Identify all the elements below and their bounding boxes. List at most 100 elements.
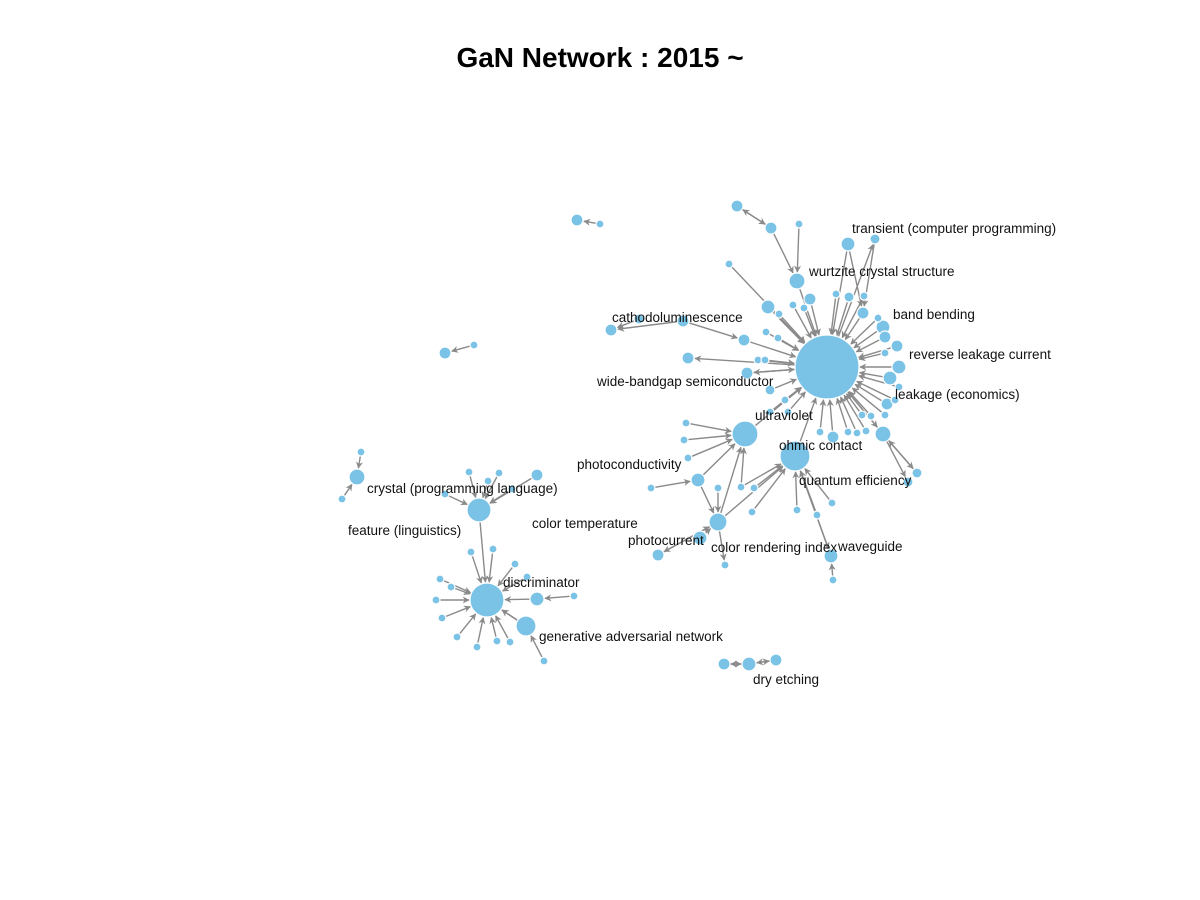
edge-a7-hub [810,304,821,336]
label-gan-network: generative adversarial network [539,629,723,644]
edge-a37-hub [856,380,892,399]
edge-u2-uv [687,432,732,441]
edge-uv-hub [754,387,802,427]
node-a16 [873,313,883,323]
edge-hub-a4 [837,243,874,338]
node-g11 [569,591,579,601]
edge-a28-hub [819,399,827,429]
edge-a35-hub [851,387,883,413]
edge-g9-disc [497,566,514,587]
node-a4 [869,233,881,245]
node-a24 [764,384,776,396]
edge-hub-wbs [753,368,796,376]
node-pcur2 [651,548,665,562]
node-u3 [683,453,693,463]
node-layer [337,199,923,672]
node-u8 [747,507,757,517]
node-gan [515,615,537,637]
node-g10 [522,572,532,582]
node-u9 [792,505,802,515]
node-g6 [472,642,482,652]
node-wave [823,548,839,564]
edge-u8-ohmic [753,468,786,510]
edge-gan2-disc [504,596,531,604]
edge-i4-i3 [451,345,471,353]
edge-a20-hub [781,339,800,351]
node-ohmic [779,440,811,472]
node-a10 [859,291,869,301]
label-wide-bandgap: wide-bandgap semiconductor [596,374,774,389]
node-g5 [452,632,462,642]
node-a38 [911,467,923,479]
node-u5 [713,483,723,493]
edge-a34-hub [848,391,869,414]
label-discriminator: discriminator [503,575,580,590]
node-a29 [826,430,840,444]
edge-f6-feat [448,495,468,506]
node-a36 [894,382,904,392]
node-c3 [604,323,618,337]
edge-cp3-cp [343,483,353,497]
node-f3 [494,468,504,478]
node-f2 [483,476,493,486]
edge-a29-hub [826,399,834,432]
edge-d2-d3 [755,658,770,666]
node-a5 [760,299,776,315]
edge-gan-disc [501,609,519,622]
node-a7 [803,292,817,306]
node-a6 [724,259,734,269]
edge-qe-a39 [886,440,906,478]
edge-c1-c3 [617,321,678,332]
node-u2 [679,435,689,445]
label-cri: color rendering index [711,540,837,555]
edge-g2-disc [454,587,471,596]
node-gan2 [529,591,545,607]
node-a30 [843,427,853,437]
edge-a12-hub [794,308,812,339]
node-a22 [760,355,770,365]
edge-i2-i1 [583,218,597,226]
node-u1 [681,418,691,428]
node-a32 [861,426,871,436]
node-cathodo [737,333,751,347]
node-a9 [843,291,855,303]
edge-a24-hub [774,378,798,389]
label-layer: transient (computer programming) wurtzite… [348,221,1056,687]
edge-c2-c3 [616,320,635,329]
node-disc [469,582,505,618]
edge-hub-a23 [694,355,796,366]
node-pcur [692,530,708,546]
node-a3 [794,219,804,229]
node-photocond [690,472,706,488]
node-a19 [761,327,771,337]
node-u12 [720,560,730,570]
edge-f1-feat [469,475,478,499]
edge-photocond-uv [702,443,736,476]
label-band-bending: band bending [893,307,975,322]
node-a11 [774,309,784,319]
edge-a14-hub [853,330,878,349]
node-f8 [488,544,498,554]
node-a23 [681,351,695,365]
edge-crt-u12 [718,530,727,561]
node-crt [708,512,728,532]
node-a20 [773,333,783,343]
label-cathodoluminescence: cathodoluminescence [612,310,743,325]
edge-a15-hub [855,339,880,353]
edge-cathodo-hub [749,341,797,359]
edge-crt-uv [719,446,743,514]
edge-c1-cathodo [688,322,738,340]
label-quantum-eff: quantum efficiency [799,473,912,488]
node-a39 [902,476,914,488]
node-feat [466,497,492,523]
node-f7 [466,547,476,557]
node-c2 [633,313,645,325]
node-f1 [464,467,474,477]
node-a27 [765,407,775,417]
node-a37 [890,395,900,405]
label-waveguide: waveguide [837,539,903,554]
edge-feat-disc [479,521,489,583]
node-g12 [539,656,549,666]
node-wurtzite [788,272,806,290]
node-rlc [891,359,907,375]
